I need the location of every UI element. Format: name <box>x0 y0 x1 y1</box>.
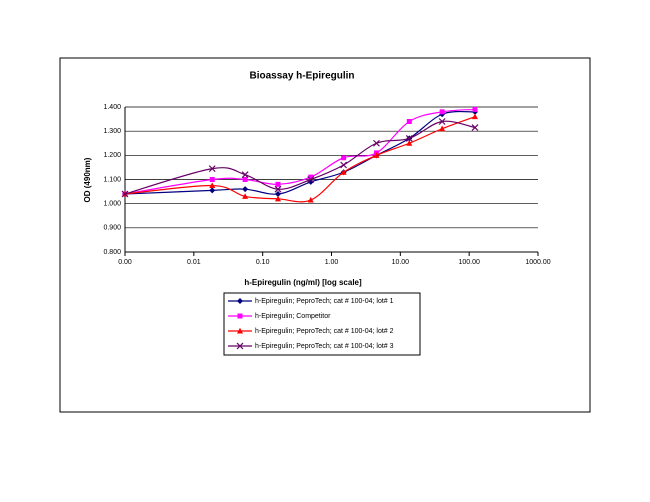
legend-marker <box>236 342 244 350</box>
point <box>471 113 478 120</box>
y-axis-label: OD (490nm) <box>83 157 92 202</box>
point <box>242 186 249 193</box>
point <box>471 124 479 131</box>
legend-marker <box>237 327 243 334</box>
x-tick-label: 0.00 <box>118 259 132 266</box>
legend-label: h-Epiregulin; PeproTech; cat # 100-04; l… <box>255 298 394 305</box>
point <box>275 181 281 187</box>
series-line <box>124 116 476 203</box>
legend-label: h-Epiregulin; Competitor <box>255 313 331 320</box>
point <box>308 174 314 180</box>
chart-title: Bioassay h-Epiregulin <box>249 71 354 82</box>
y-tick-label: 1.200 <box>103 152 121 159</box>
x-tick-label: 10.00 <box>392 259 410 266</box>
point <box>439 125 446 132</box>
point <box>274 185 282 193</box>
point <box>340 169 347 175</box>
legend-label: h-Epiregulin; PeproTech; cat # 100-04; l… <box>255 343 394 350</box>
point <box>274 191 281 197</box>
legend-label: h-Epiregulin; PeproTech; cat # 100-04; l… <box>255 328 394 335</box>
y-tick-label: 1.100 <box>103 176 121 183</box>
y-tick-label: 0.800 <box>103 249 121 256</box>
x-axis-label: h-Epiregulin (ng/ml) [log scale] <box>244 278 362 287</box>
series-line <box>124 120 476 195</box>
y-tick-label: 1.000 <box>103 201 121 208</box>
chart-area <box>59 57 591 413</box>
y-tick-label: 0.900 <box>103 225 121 232</box>
y-tick-label: 1.400 <box>103 104 121 111</box>
legend-marker <box>237 313 243 319</box>
point <box>274 195 281 202</box>
point <box>241 171 249 179</box>
point <box>209 187 216 194</box>
y-tick-label: 1.300 <box>103 128 121 135</box>
legend-marker <box>237 298 243 304</box>
series-line <box>124 110 476 195</box>
point <box>307 176 315 183</box>
point <box>121 190 129 198</box>
x-tick-label: 0.01 <box>187 259 201 266</box>
point <box>406 119 412 124</box>
x-tick-label: 1.00 <box>325 259 339 266</box>
point <box>406 140 413 146</box>
point <box>373 139 380 147</box>
point <box>438 118 446 125</box>
point <box>405 134 413 142</box>
x-tick-label: 1000.00 <box>525 259 550 266</box>
point <box>472 106 478 112</box>
point <box>307 196 314 203</box>
point <box>242 193 249 199</box>
x-tick-label: 100.00 <box>458 259 480 266</box>
point <box>208 165 216 173</box>
point <box>242 177 248 182</box>
point <box>341 155 347 161</box>
point <box>209 182 216 189</box>
point <box>373 152 380 158</box>
series-line <box>124 108 476 195</box>
point <box>209 177 215 182</box>
point <box>340 161 348 169</box>
point <box>439 109 445 115</box>
legend <box>223 292 421 356</box>
x-tick-label: 0.10 <box>256 259 270 266</box>
